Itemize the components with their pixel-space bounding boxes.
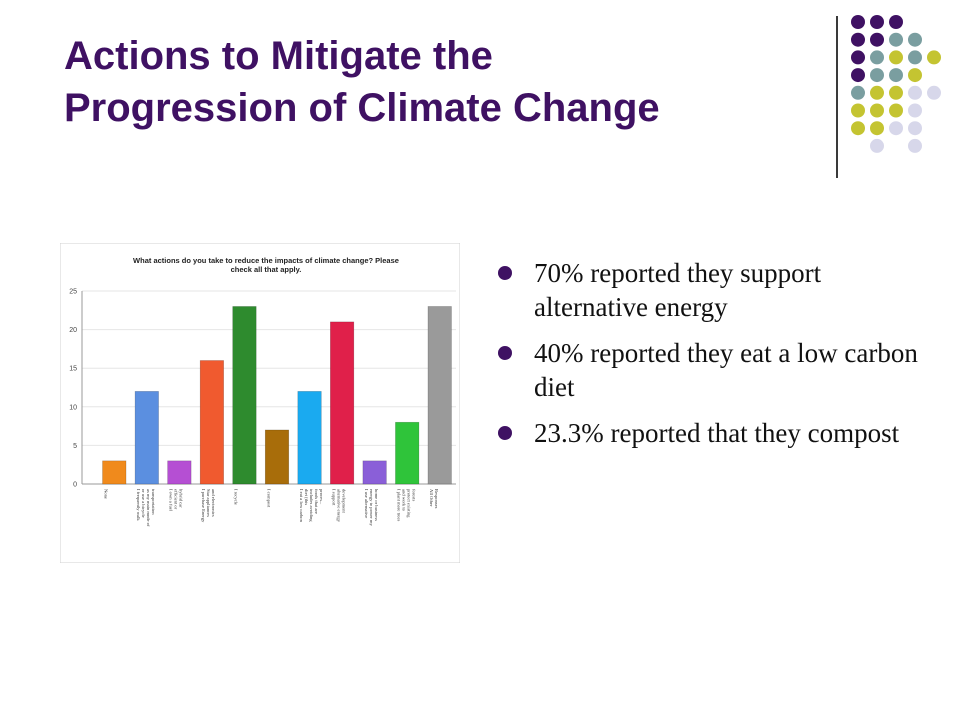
bullet-text: 70% reported they support alternative en… — [534, 258, 822, 322]
decorative-dot — [870, 50, 884, 65]
decorative-dot — [889, 121, 903, 136]
title-line-2: Progression of Climate Change — [64, 86, 660, 130]
decorative-dot — [927, 85, 941, 100]
y-tick-label: 25 — [69, 289, 77, 296]
x-tick-label: I plant more treesand work toprotect exi… — [396, 489, 416, 521]
bar — [362, 460, 387, 485]
decorative-dot — [908, 121, 922, 136]
bar — [232, 306, 257, 485]
decorative-dot — [870, 85, 884, 100]
decorative-dot — [889, 85, 903, 100]
bar — [167, 460, 192, 485]
decorative-dot — [870, 68, 884, 83]
decorative-dot — [851, 85, 865, 100]
decorative-dot — [870, 103, 884, 118]
decorative-dot — [851, 103, 865, 118]
decorative-dot — [908, 85, 922, 100]
title-divider — [836, 16, 838, 178]
bullet-list: 70% reported they support alternative en… — [498, 256, 918, 462]
x-tick-label: I recycle — [234, 489, 239, 505]
x-tick-label: I use alternativeenergy to power myhome … — [364, 489, 379, 526]
bar — [427, 306, 452, 485]
bar — [330, 321, 355, 485]
x-tick-label: I eat a low carbondiet (thisincludes avo… — [299, 489, 324, 523]
x-tick-label: I supportalternative energydevelopment — [331, 489, 346, 523]
bullet-text: 40% reported they eat a low carbon diet — [534, 338, 918, 402]
decorative-dot-grid — [851, 15, 941, 153]
chart-title: What actions do you take to reduce the i… — [133, 256, 399, 274]
bar — [134, 391, 159, 485]
bar — [297, 391, 322, 485]
decorative-dot — [889, 15, 903, 29]
x-tick-label: I frequently walkor use a bicycleas my m… — [136, 489, 156, 527]
decorative-dot — [870, 32, 884, 47]
decorative-dot — [851, 121, 865, 136]
decorative-dot — [870, 138, 884, 153]
bullet-item: 70% reported they support alternative en… — [498, 256, 918, 324]
decorative-dot — [908, 103, 922, 118]
decorative-dot — [851, 32, 865, 47]
decorative-dot — [851, 68, 865, 83]
y-tick-label: 0 — [73, 482, 77, 489]
bar — [102, 460, 127, 485]
title-line-1: Actions to Mitigate the — [64, 34, 493, 78]
x-tick-label: All OtherResponses — [429, 489, 439, 509]
y-tick-label: 20 — [69, 327, 77, 334]
x-tick-label: I purchase EnergyStar appliancesand elec… — [201, 489, 216, 523]
decorative-dot — [908, 138, 922, 153]
bar-chart: What actions do you take to reduce the i… — [60, 243, 460, 563]
bullet-dot-icon — [498, 266, 512, 280]
decorative-dot — [851, 50, 865, 65]
slide-title: Actions to Mitigate the Progression of C… — [64, 30, 824, 134]
decorative-dot — [851, 15, 865, 29]
decorative-dot — [908, 32, 922, 47]
bar — [264, 429, 290, 485]
bullet-dot-icon — [498, 346, 512, 360]
decorative-dot — [870, 15, 884, 29]
bar — [395, 421, 420, 485]
decorative-dot — [927, 50, 941, 65]
decorative-dot — [889, 68, 903, 83]
bullet-item: 23.3% reported that they compost — [498, 416, 918, 450]
decorative-dot — [908, 50, 922, 65]
bar — [199, 360, 224, 485]
x-tick-label: I compost — [266, 489, 271, 508]
decorative-dot — [889, 103, 903, 118]
y-tick-label: 5 — [73, 443, 77, 450]
decorative-dot — [870, 121, 884, 136]
decorative-dot — [908, 68, 922, 83]
y-tick-label: 15 — [69, 366, 77, 373]
chart-frame — [60, 243, 460, 563]
bullet-dot-icon — [498, 426, 512, 440]
y-tick-label: 10 — [69, 404, 77, 411]
x-tick-label: I own a fuelefficient orhybrid car — [169, 489, 184, 512]
bullet-text: 23.3% reported that they compost — [534, 418, 900, 448]
decorative-dot — [889, 50, 903, 65]
bullet-item: 40% reported they eat a low carbon diet — [498, 336, 918, 404]
x-tick-label: None — [104, 489, 109, 499]
decorative-dot — [889, 32, 903, 47]
